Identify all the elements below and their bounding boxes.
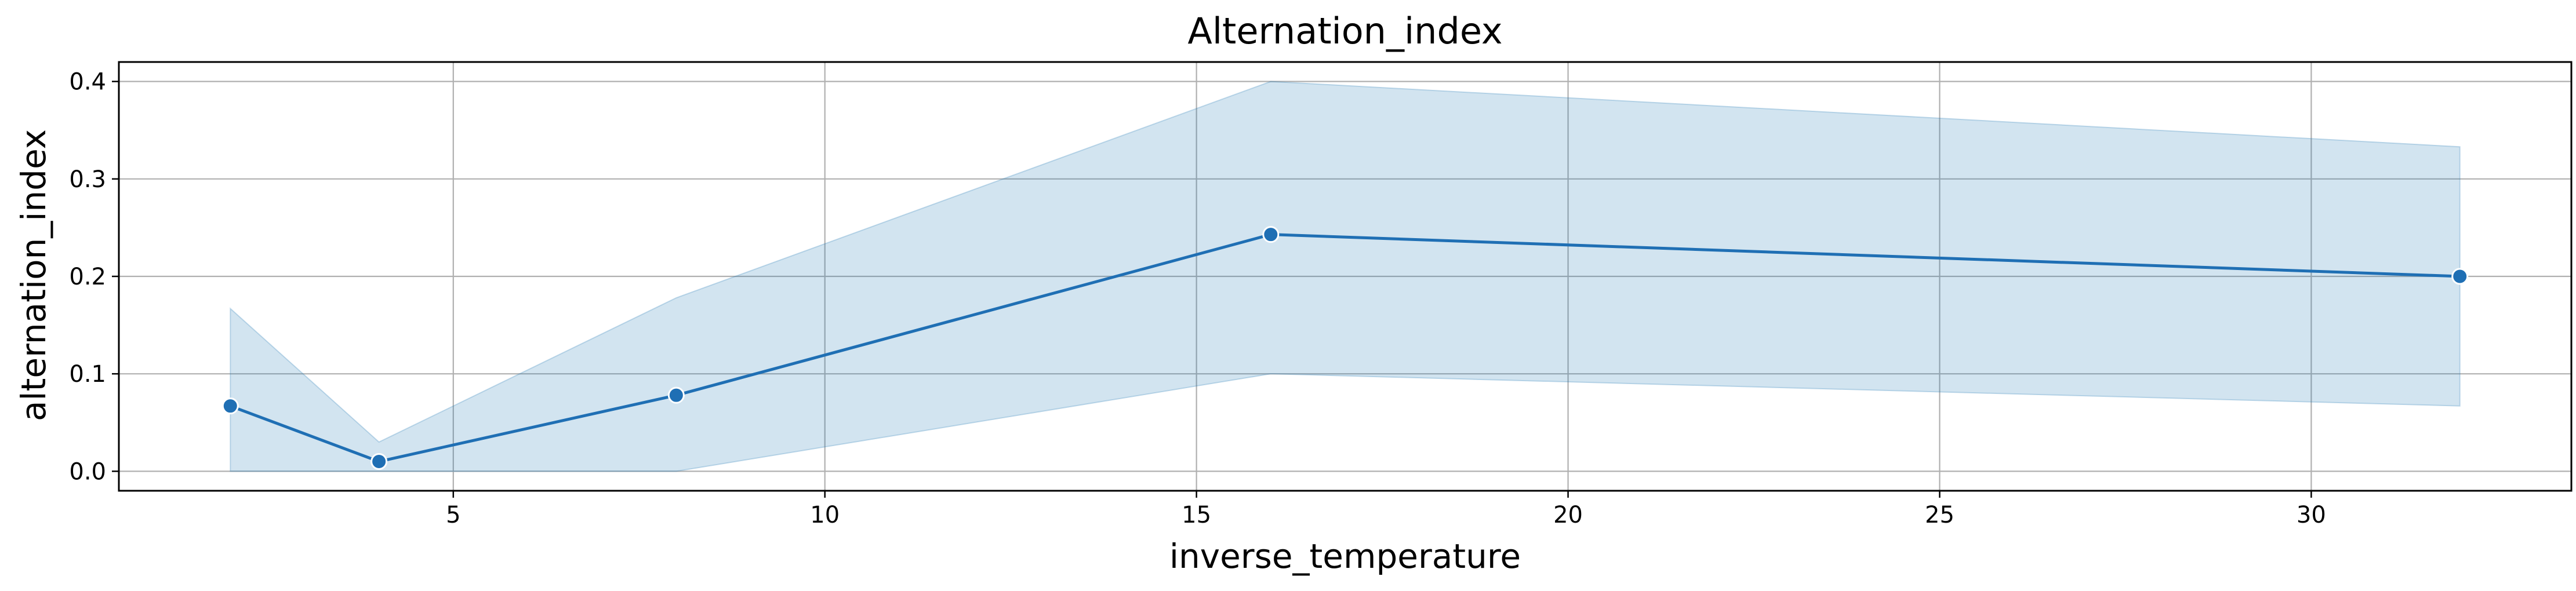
confidence-band <box>230 81 2461 472</box>
x-tick-label: 5 <box>446 502 460 528</box>
y-tick-label: 0.3 <box>69 166 106 193</box>
data-point <box>221 397 239 415</box>
grid <box>119 62 2571 491</box>
y-tick-label: 0.4 <box>69 69 106 96</box>
data-point <box>2451 268 2469 285</box>
x-tick-label: 15 <box>1182 502 1211 528</box>
x-tick-label: 10 <box>810 502 840 528</box>
x-tick-label: 25 <box>1925 502 1954 528</box>
chart-title: Alternation_index <box>1187 10 1502 52</box>
data-point <box>370 453 388 470</box>
data-point <box>1262 226 1280 243</box>
y-tick-label: 0.0 <box>69 458 106 485</box>
data-point <box>667 386 685 404</box>
x-tick-label: 30 <box>2297 502 2326 528</box>
x-tick-label: 20 <box>1553 502 1583 528</box>
y-tick-label: 0.1 <box>69 361 106 388</box>
y-axis-label: alternation_index <box>14 129 53 421</box>
ci-band <box>230 81 2461 472</box>
ticks: 5 10 15 20 25 30 0.0 0.1 0.2 0.3 0.4 <box>69 69 2326 528</box>
y-tick-label: 0.2 <box>69 264 106 290</box>
x-axis-label: inverse_temperature <box>1169 537 1521 576</box>
data-markers <box>221 226 2469 470</box>
